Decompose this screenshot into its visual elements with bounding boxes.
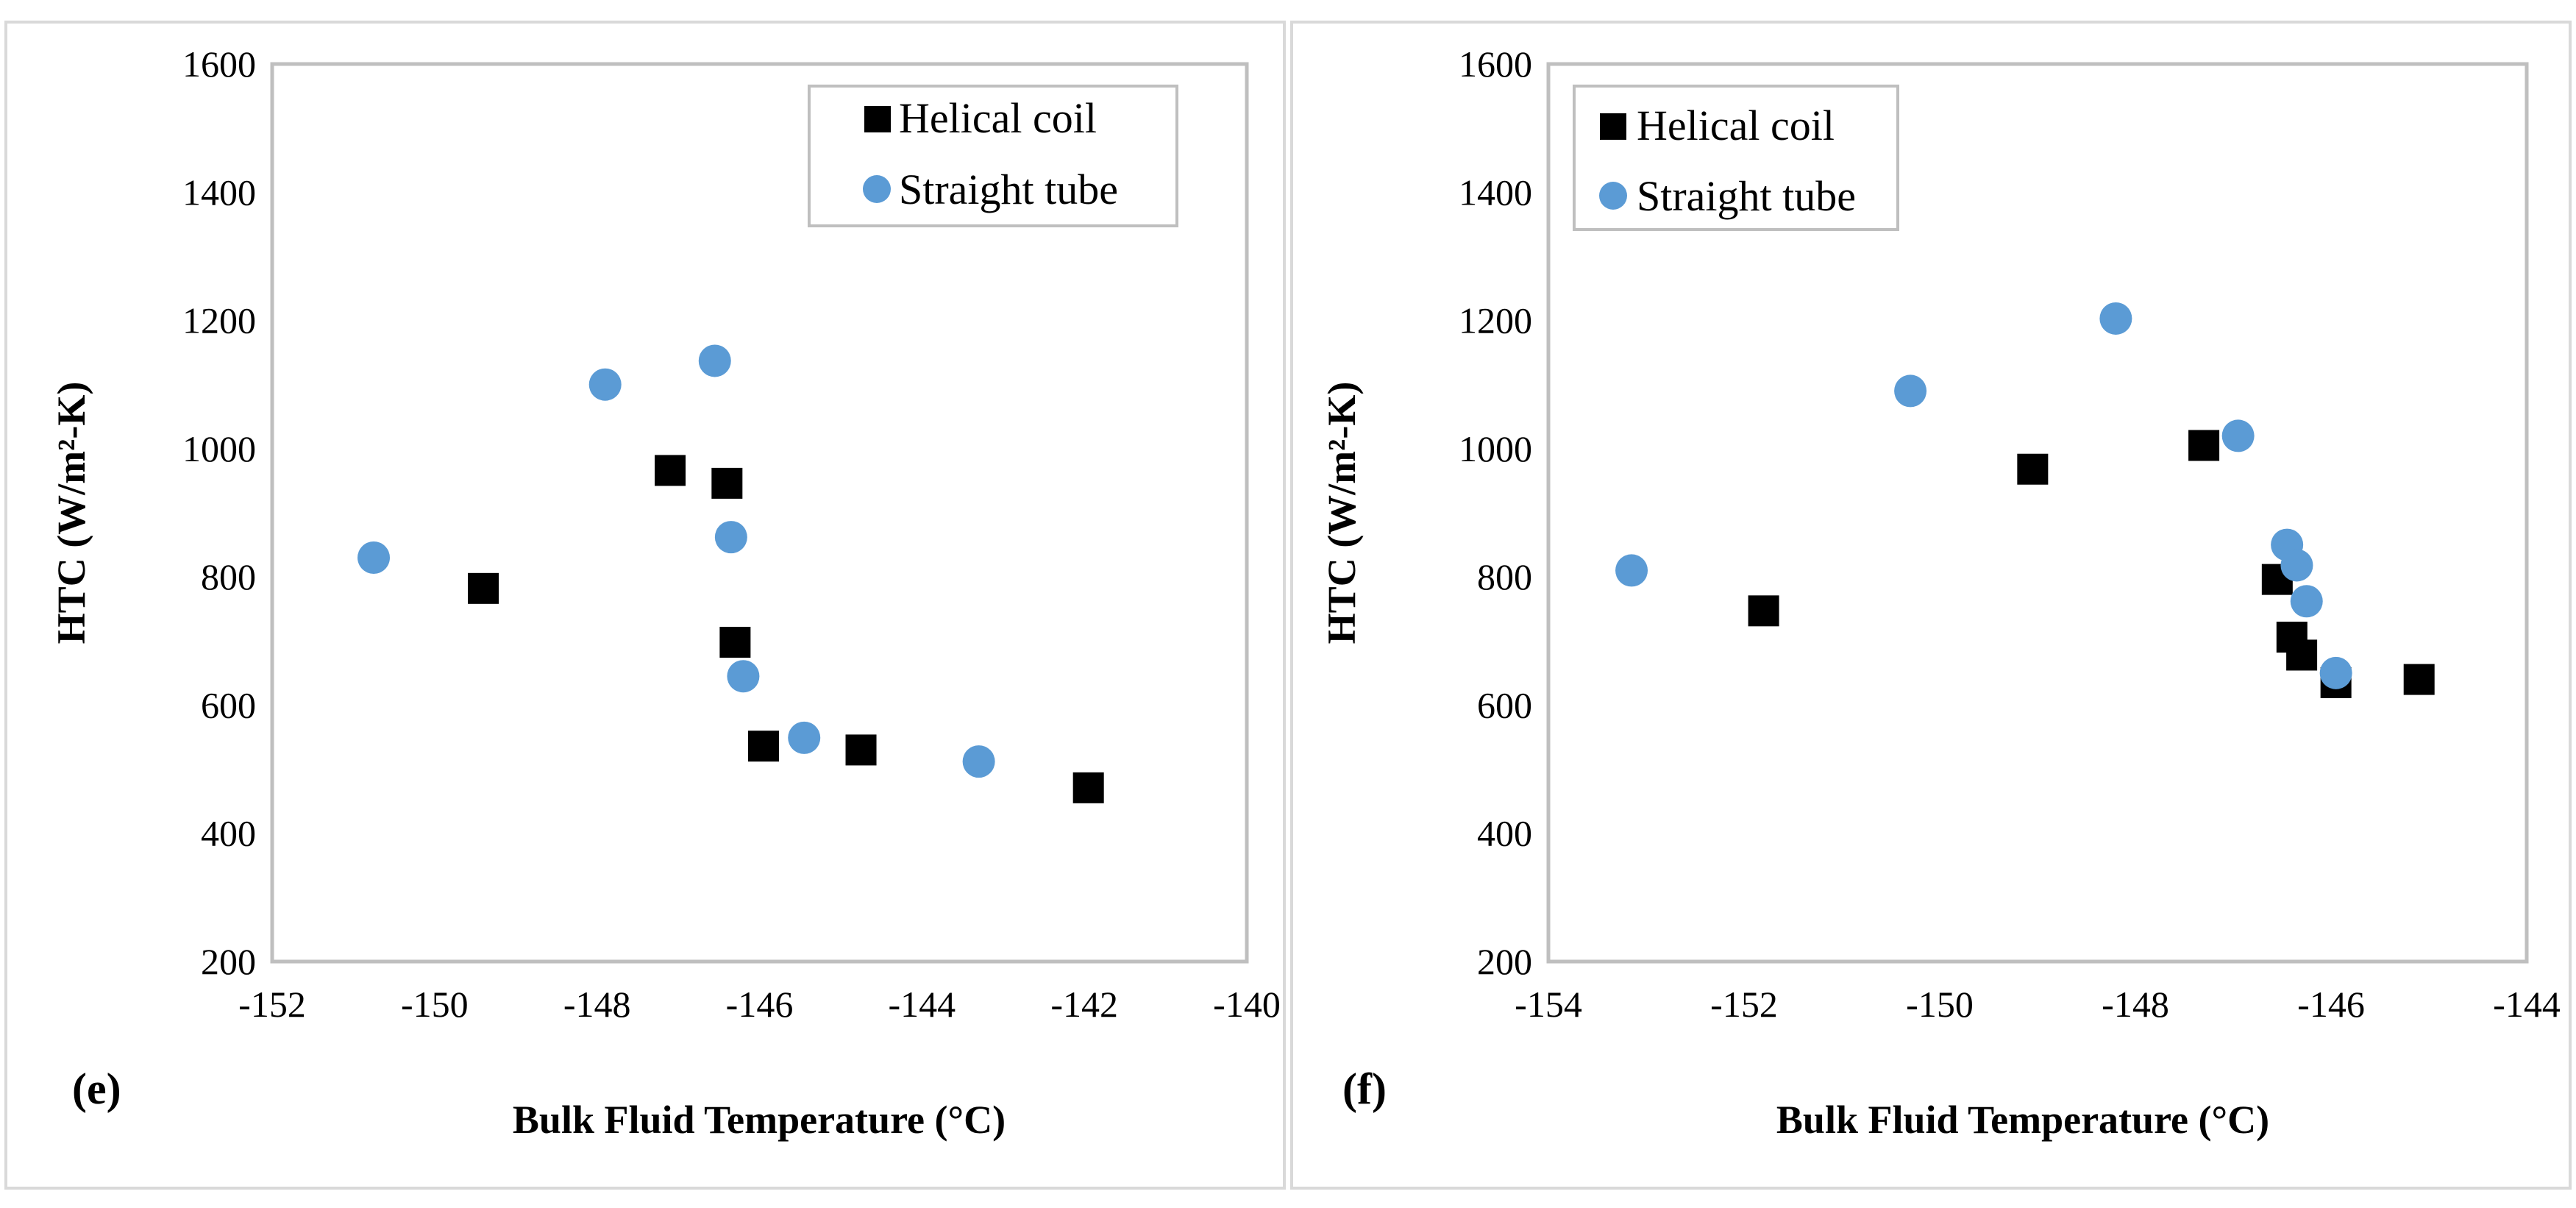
y-tick-label-f-7: 1600	[1459, 43, 1532, 85]
point-e-straight-tube-2	[698, 344, 731, 377]
point-f-helical-coil-1	[2017, 453, 2049, 485]
point-f-helical-coil-2	[2188, 430, 2220, 461]
x-tick-label-e-2: -148	[563, 984, 631, 1025]
y-tick-label-e-0: 200	[201, 941, 256, 982]
y-tick-label-f-2: 600	[1477, 684, 1532, 725]
point-f-straight-tube-6	[2290, 585, 2323, 618]
x-tick-label-e-0: -152	[238, 984, 306, 1025]
x-tick-label-f-5: -144	[2493, 984, 2561, 1025]
x-tick-labels-e: -152 -150 -148 -146 -144 -142 -140	[238, 984, 1281, 1025]
point-e-straight-tube-3	[714, 521, 747, 554]
y-tick-labels-e: 200 400 600 800 1000 1200 1400 1600	[182, 43, 256, 982]
y-tick-label-f-5: 1200	[1459, 300, 1532, 341]
y-tick-labels-f: 200 400 600 800 1000 1200 1400 1600	[1459, 43, 1532, 982]
point-e-helical-coil-6	[1072, 772, 1104, 803]
point-f-helical-coil-0	[1748, 595, 1779, 627]
y-tick-label-e-6: 1400	[182, 171, 256, 213]
ylabel-e: HTC (W/m²-K)	[49, 382, 93, 644]
point-f-straight-tube-7	[2319, 656, 2352, 689]
point-e-helical-coil-3	[719, 627, 751, 658]
point-e-helical-coil-5	[845, 734, 877, 766]
plot-area-e	[270, 62, 1249, 964]
panel-label-f: (f)	[1342, 1065, 1387, 1113]
data-marks-f	[1615, 302, 2435, 698]
point-e-straight-tube-0	[357, 541, 391, 574]
x-axis-title-e: Bulk Fluid Temperature (°C)	[513, 1098, 1006, 1142]
y-tick-label-f-0: 200	[1477, 941, 1532, 982]
point-f-straight-tube-1	[1894, 374, 1927, 408]
y-tick-label-e-1: 400	[201, 813, 256, 854]
point-e-helical-coil-4	[748, 731, 780, 762]
x-tick-label-e-5: -142	[1050, 984, 1118, 1025]
legend-marker-straight-e	[863, 175, 891, 203]
y-tick-label-e-3: 800	[201, 556, 256, 597]
panel-frame-f	[1290, 21, 2572, 1190]
legend-marker-straight-f	[1599, 182, 1627, 210]
y-tick-label-f-3: 800	[1477, 556, 1532, 597]
point-f-straight-tube-3	[2221, 419, 2255, 452]
legend-label-helical-e: Helical coil	[899, 94, 1097, 142]
legend-label-straight-e: Straight tube	[899, 166, 1118, 213]
x-tick-label-e-1: -150	[401, 984, 469, 1025]
x-tick-label-f-4: -146	[2297, 984, 2365, 1025]
point-f-straight-tube-5	[2280, 549, 2313, 582]
legend-f: Helical coil Straight tube	[1573, 85, 1899, 231]
data-marks-e	[357, 344, 1104, 803]
y-tick-label-e-2: 600	[201, 684, 256, 725]
x-tick-label-f-1: -152	[1710, 984, 1778, 1025]
y-tick-label-f-1: 400	[1477, 813, 1532, 854]
point-e-straight-tube-6	[962, 745, 995, 778]
y-tick-label-e-7: 1600	[182, 43, 256, 85]
ylabel-f: HTC (W/m²-K)	[1320, 382, 1364, 644]
y-axis-title-f: HTC (W/m²-K)	[1320, 382, 1364, 644]
point-e-straight-tube-1	[588, 368, 622, 401]
point-f-straight-tube-0	[1615, 554, 1648, 587]
y-tick-label-e-5: 1200	[182, 300, 256, 341]
y-tick-label-f-6: 1400	[1459, 171, 1532, 213]
point-e-helical-coil-1	[655, 455, 686, 486]
legend-label-helical-f: Helical coil	[1637, 102, 1835, 149]
legend-marker-helical-f	[1600, 113, 1626, 140]
point-f-helical-coil-5	[2286, 639, 2318, 671]
x-axis-title-f: Bulk Fluid Temperature (°C)	[1776, 1098, 2269, 1142]
y-tick-label-e-4: 1000	[182, 428, 256, 469]
x-tick-label-f-0: -154	[1515, 984, 1582, 1025]
legend-box-f	[1573, 85, 1899, 231]
plot-area-f	[1546, 62, 2529, 964]
point-e-helical-coil-2	[711, 467, 743, 499]
x-tick-label-e-4: -144	[889, 984, 956, 1025]
y-tick-label-f-4: 1000	[1459, 428, 1532, 469]
x-tick-label-e-3: -146	[726, 984, 794, 1025]
legend-label-straight-f: Straight tube	[1637, 172, 1856, 220]
x-tick-label-f-3: -148	[2102, 984, 2169, 1025]
chart-panel-e: 200 400 600 800 1000 1200 1400 1600 -152 -150 -14…	[49, 43, 1281, 1142]
x-tick-label-f-2: -150	[1906, 984, 1974, 1025]
x-tick-labels-f: -154 -152 -150 -148 -146 -144	[1515, 984, 2561, 1025]
point-f-straight-tube-2	[2099, 302, 2132, 335]
legend-marker-helical-e	[864, 106, 891, 132]
point-e-helical-coil-0	[468, 572, 499, 604]
point-e-straight-tube-4	[727, 660, 760, 693]
panel-label-e: (e)	[72, 1065, 121, 1113]
panel-frame-e	[4, 21, 1286, 1190]
point-f-helical-coil-7	[2403, 664, 2435, 695]
x-tick-label-e-6: -140	[1213, 984, 1281, 1025]
legend-e: Helical coil Straight tube	[808, 85, 1178, 227]
point-e-straight-tube-5	[788, 721, 821, 754]
y-axis-title-e: HTC (W/m²-K)	[49, 382, 93, 644]
